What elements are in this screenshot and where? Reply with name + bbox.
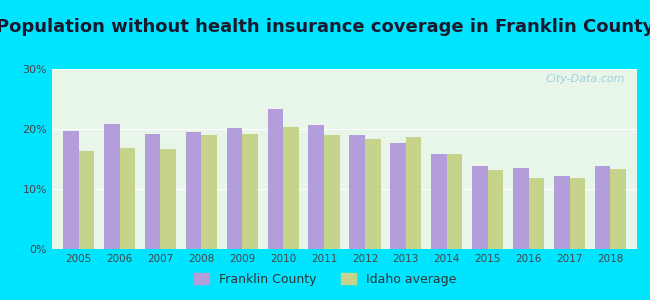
Bar — [513, 168, 528, 249]
Bar — [104, 124, 120, 249]
Bar — [595, 166, 610, 249]
Bar — [161, 149, 176, 249]
Bar — [472, 166, 488, 249]
Bar — [406, 137, 421, 249]
Text: City-Data.com: City-Data.com — [546, 74, 625, 84]
Bar — [528, 178, 544, 249]
Bar — [120, 148, 135, 249]
Bar — [202, 135, 217, 249]
Bar — [431, 154, 447, 249]
Bar — [610, 169, 626, 249]
Bar — [63, 131, 79, 249]
Bar — [283, 127, 299, 249]
Bar — [268, 109, 283, 249]
Bar — [227, 128, 242, 249]
Bar — [324, 135, 339, 249]
Bar — [145, 134, 161, 249]
Bar — [79, 151, 94, 249]
Text: Population without health insurance coverage in Franklin County: Population without health insurance cove… — [0, 18, 650, 36]
Bar — [447, 154, 462, 249]
Bar — [365, 139, 380, 249]
Bar — [390, 143, 406, 249]
Bar — [309, 125, 324, 249]
Bar — [488, 170, 503, 249]
Bar — [554, 176, 569, 249]
Bar — [242, 134, 258, 249]
Bar — [350, 135, 365, 249]
Bar — [186, 132, 202, 249]
Legend: Franklin County, Idaho average: Franklin County, Idaho average — [188, 268, 462, 291]
Bar — [569, 178, 585, 249]
